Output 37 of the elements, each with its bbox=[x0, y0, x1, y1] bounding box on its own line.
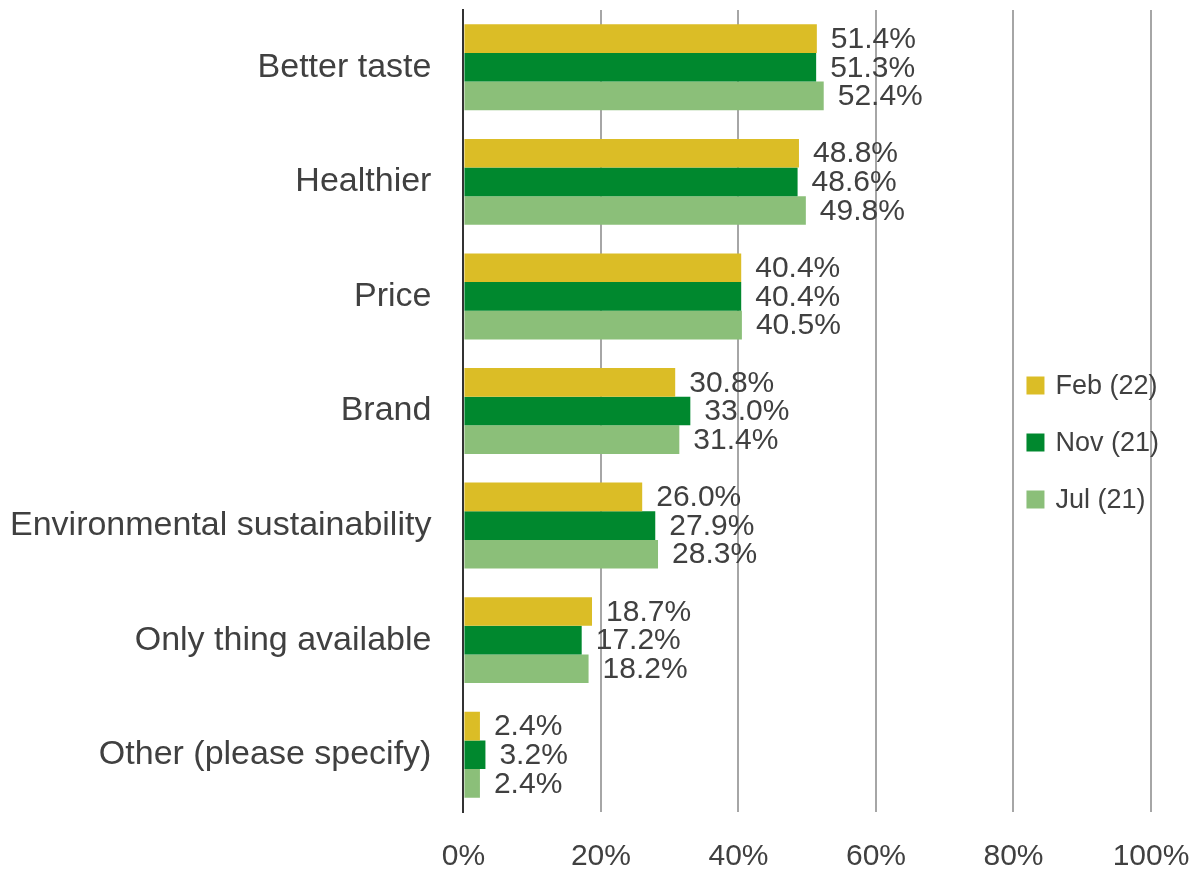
y-tick-label: Price bbox=[353, 274, 432, 313]
x-tick-label: 100% bbox=[1112, 838, 1190, 872]
bar bbox=[464, 511, 656, 540]
bar bbox=[464, 52, 817, 82]
x-tick-label: 40% bbox=[708, 838, 769, 872]
y-tick-label: Brand bbox=[340, 389, 432, 428]
y-tick-label: Environmental sustainability bbox=[9, 503, 432, 542]
bar bbox=[464, 310, 742, 340]
bar bbox=[464, 253, 742, 283]
bar bbox=[464, 81, 824, 111]
x-tick-label: 60% bbox=[845, 838, 906, 872]
x-tick-label: 0% bbox=[441, 838, 486, 872]
bar bbox=[464, 24, 817, 53]
y-tick-label: Healthier bbox=[295, 160, 432, 199]
legend-label: Feb (22) bbox=[1055, 369, 1158, 400]
y-tick-label: Other (please specify) bbox=[98, 733, 432, 772]
bar bbox=[464, 138, 799, 168]
x-tick-label: 20% bbox=[570, 838, 631, 872]
bar bbox=[464, 769, 480, 798]
bar bbox=[464, 425, 680, 454]
bar bbox=[464, 282, 742, 311]
bar bbox=[464, 167, 798, 197]
bar bbox=[464, 368, 676, 397]
bar bbox=[464, 539, 659, 569]
bar bbox=[464, 740, 486, 770]
bar bbox=[464, 196, 806, 225]
y-tick-label: Better taste bbox=[257, 45, 432, 84]
bar bbox=[464, 396, 691, 426]
bar bbox=[464, 482, 643, 512]
x-tick-label: 80% bbox=[983, 838, 1044, 872]
bar bbox=[464, 654, 589, 684]
bar bbox=[464, 625, 582, 655]
legend-label: Jul (21) bbox=[1055, 483, 1146, 514]
legend-label: Nov (21) bbox=[1055, 426, 1159, 457]
bar bbox=[464, 711, 480, 741]
y-tick-label: Only thing available bbox=[134, 618, 432, 657]
bar bbox=[464, 597, 593, 626]
